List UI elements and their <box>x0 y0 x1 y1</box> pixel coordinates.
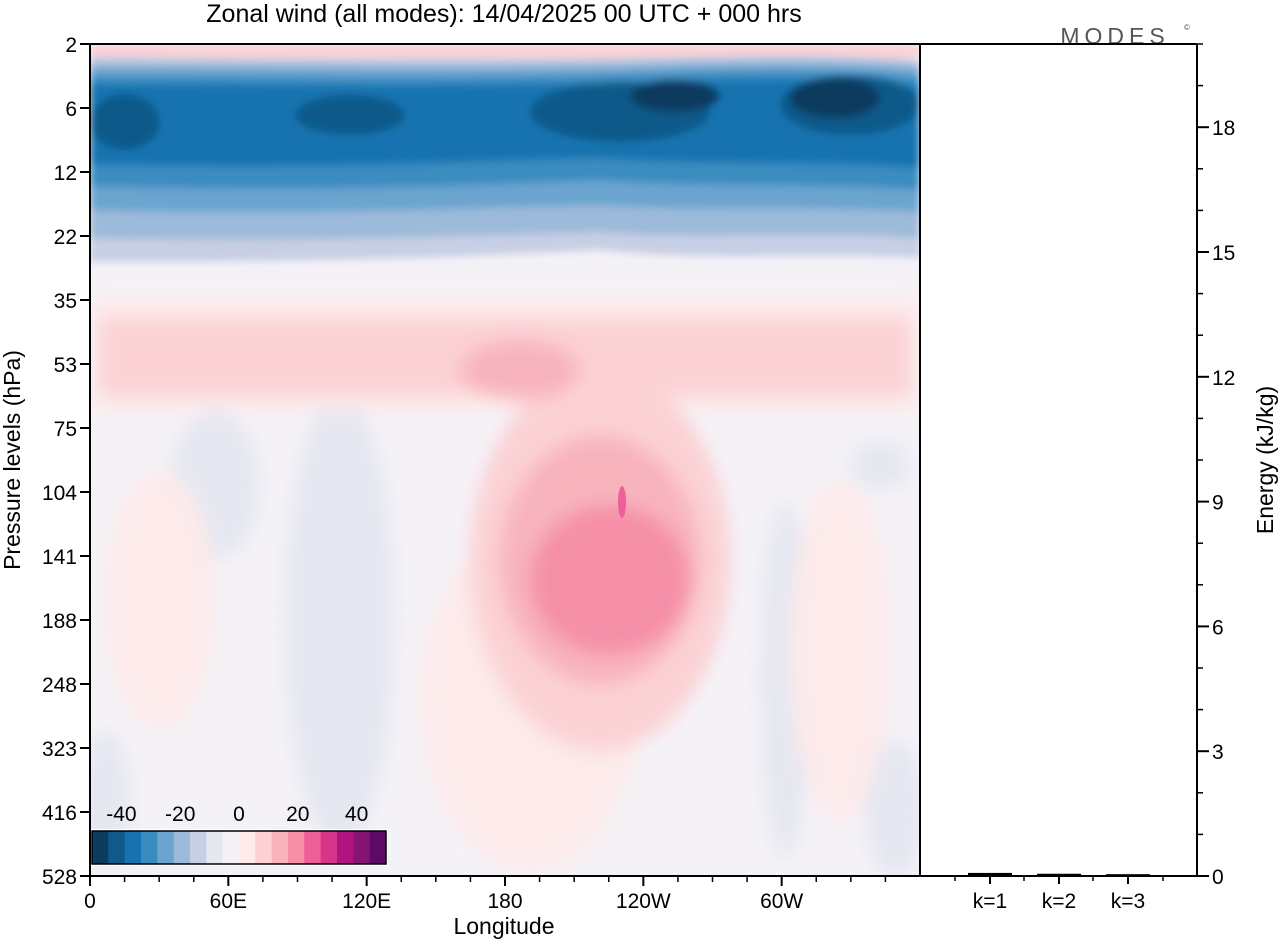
energy-y-tick-label: 12 <box>1212 367 1235 390</box>
contour-top-pink <box>90 44 920 58</box>
colorbar-tick-label: -20 <box>165 803 195 826</box>
y-tick-label: 35 <box>54 290 77 313</box>
colorbar-swatch <box>92 831 109 864</box>
heatmap-y-axis: 2 6 12 22 35 53 75 104 141 188 248 323 416 528 <box>42 34 90 889</box>
heatmap-field <box>90 44 920 876</box>
energy-bar <box>1106 874 1150 877</box>
contour-westerly-weak <box>790 480 890 820</box>
energy-y-tick-label: 18 <box>1212 117 1235 140</box>
colorbar-swatch <box>353 831 371 864</box>
contour-westerly-jet <box>460 340 580 400</box>
colorbar-swatch <box>239 831 256 864</box>
y-tick-label: 416 <box>42 802 77 825</box>
contour-easterly-weak <box>850 440 910 490</box>
energy-y-tick-label: 9 <box>1212 492 1224 515</box>
colorbar-swatch <box>304 831 322 864</box>
contour-easterly-peak <box>630 80 720 112</box>
contour-westerly-jet-core <box>530 505 690 655</box>
x-tick-label: 180 <box>487 890 522 913</box>
colorbar-border <box>91 830 387 865</box>
y-tick-label: 188 <box>42 610 77 633</box>
heatmap-y-axis-label: Pressure levels (hPa) <box>0 350 25 570</box>
brand-logo: MODES <box>1060 23 1169 49</box>
colorbar-swatch <box>271 831 289 864</box>
y-tick-label: 22 <box>54 226 77 249</box>
contour-easterly-core <box>90 94 160 150</box>
y-tick-label: 323 <box>42 738 77 761</box>
colorbar-ticks: -40 -20 0 20 40 <box>106 803 368 826</box>
energy-y-axis-label: Energy (kJ/kg) <box>1252 386 1278 534</box>
colorbar-swatch <box>369 831 387 864</box>
energy-bar <box>968 872 1012 876</box>
y-tick-label: 2 <box>65 34 77 57</box>
contour-westerly-max <box>618 486 626 518</box>
colorbar-swatch <box>173 831 191 864</box>
contour-westerly-weak <box>105 470 215 730</box>
colorbar-swatch <box>157 831 175 864</box>
contour-easterly-peak <box>790 78 880 118</box>
x-tick-label: 60E <box>210 890 247 913</box>
colorbar-swatch <box>337 831 354 864</box>
contour-easterly-core <box>295 95 405 135</box>
colorbar-swatch <box>108 831 126 864</box>
y-tick-label: 12 <box>54 162 77 185</box>
colorbar-swatch <box>288 831 305 864</box>
x-tick-label: 120W <box>616 890 671 913</box>
energy-x-tick-label: k=2 <box>1042 890 1076 913</box>
energy-x-tick-label: k=3 <box>1111 890 1145 913</box>
y-tick-label: 104 <box>42 482 77 505</box>
colorbar-swatch <box>124 831 142 864</box>
energy-y-axis: 0 3 6 9 12 15 18 <box>1197 43 1235 889</box>
energy-y-tick-label: 15 <box>1212 242 1235 265</box>
x-tick-label: 120E <box>342 890 391 913</box>
heatmap-x-axis: 0 60E 120E 180 120W 60W <box>84 876 887 913</box>
y-tick-label: 528 <box>42 866 77 889</box>
y-tick-label: 248 <box>42 674 77 697</box>
x-tick-label: 0 <box>84 890 96 913</box>
heatmap-x-axis-label: Longitude <box>453 913 554 939</box>
colorbar-tick-label: 0 <box>233 803 245 826</box>
colorbar-swatch <box>222 831 240 864</box>
energy-y-tick-label: 6 <box>1212 616 1224 639</box>
x-tick-label: 60W <box>760 890 803 913</box>
y-tick-label: 75 <box>54 418 77 441</box>
y-tick-label: 6 <box>65 98 77 121</box>
y-tick-label: 53 <box>54 354 77 377</box>
energy-bars <box>968 872 1150 877</box>
colorbar-swatch <box>255 831 273 864</box>
y-tick-label: 141 <box>42 546 77 569</box>
energy-y-tick-label: 0 <box>1212 866 1224 889</box>
colorbar <box>90 829 388 866</box>
colorbar-swatch <box>206 831 224 864</box>
chart-title: Zonal wind (all modes): 14/04/2025 00 UT… <box>206 0 801 28</box>
contour-easterly-weak <box>285 390 395 850</box>
colorbar-swatch <box>320 831 338 864</box>
colorbar-tick-label: -40 <box>106 803 136 826</box>
energy-y-tick-label: 3 <box>1212 741 1224 764</box>
colorbar-swatch <box>141 831 158 864</box>
colorbar-tick-label: 40 <box>345 803 368 826</box>
energy-x-axis: k=1 k=2 k=3 <box>954 876 1164 913</box>
contour-easterly-weak <box>865 740 920 876</box>
colorbar-swatch <box>190 831 207 864</box>
brand-copyright-mark: © <box>1184 23 1190 32</box>
energy-bar <box>1037 873 1081 876</box>
colorbar-tick-label: 20 <box>286 803 309 826</box>
energy-x-tick-label: k=1 <box>973 890 1007 913</box>
